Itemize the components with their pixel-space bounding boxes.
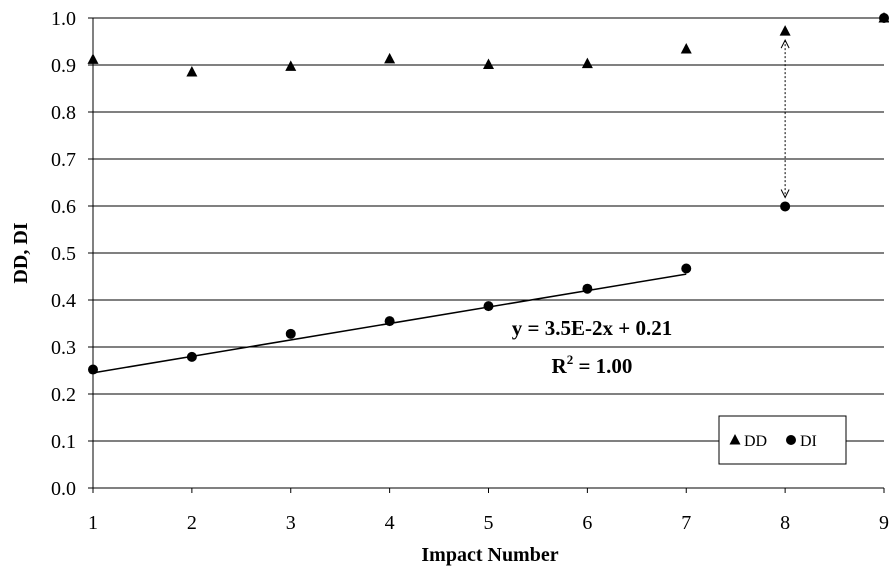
r2-superscript: 2 bbox=[567, 352, 574, 367]
trendline-equation: y = 3.5E-2x + 0.21 bbox=[512, 316, 672, 340]
y-tick-label: 0.7 bbox=[51, 149, 76, 171]
legend-marker-dd bbox=[729, 434, 741, 445]
di-point bbox=[780, 201, 791, 212]
dd-point bbox=[680, 43, 692, 54]
di-point bbox=[879, 13, 889, 23]
y-tick-labels: 0.0 0.1 0.2 0.3 0.4 0.5 0.6 0.7 0.8 0.9 1.0 bbox=[51, 8, 76, 500]
difference-arrow bbox=[780, 39, 790, 199]
y-tick-label: 0.3 bbox=[51, 337, 76, 359]
arrow-head-top bbox=[780, 39, 790, 49]
x-tick-label: 3 bbox=[286, 512, 296, 534]
y-tick-label: 0.0 bbox=[51, 478, 76, 500]
arrow-head-bottom bbox=[780, 189, 790, 199]
dd-point bbox=[87, 53, 99, 64]
legend-marker-di bbox=[786, 435, 796, 445]
x-tick-label: 8 bbox=[780, 512, 790, 534]
legend: DD DI bbox=[718, 415, 847, 465]
trendline-r-squared: R2 = 1.00 bbox=[552, 352, 633, 378]
di-point bbox=[384, 316, 395, 327]
dd-point bbox=[483, 58, 494, 70]
y-tick-label: 0.8 bbox=[51, 102, 76, 124]
legend-label-di: DI bbox=[800, 433, 817, 450]
y-tick-label: 0.4 bbox=[51, 290, 76, 312]
data-points bbox=[87, 12, 889, 375]
legend-label-dd: DD bbox=[744, 433, 767, 450]
x-tick-label: 1 bbox=[88, 512, 98, 534]
dd-point bbox=[779, 25, 791, 36]
legend-box bbox=[718, 415, 847, 465]
di-point bbox=[285, 328, 296, 339]
x-axis-title: Impact Number bbox=[421, 544, 558, 566]
x-tick-label: 4 bbox=[385, 512, 395, 534]
dd-point bbox=[384, 52, 396, 64]
y-tick-label: 0.6 bbox=[51, 196, 76, 218]
dd-point bbox=[581, 57, 593, 69]
y-tick-label: 0.9 bbox=[51, 55, 76, 77]
x-tick-label: 6 bbox=[582, 512, 592, 534]
y-tick-label: 0.1 bbox=[51, 431, 76, 453]
x-tick-label: 5 bbox=[484, 512, 494, 534]
di-point bbox=[681, 263, 692, 274]
r2-prefix: R bbox=[552, 354, 568, 378]
y-tick-label: 0.5 bbox=[51, 243, 76, 265]
y-tick-label: 1.0 bbox=[51, 8, 76, 30]
x-tick-labels: 1 2 3 4 5 6 7 8 9 bbox=[88, 512, 889, 534]
dd-point bbox=[285, 60, 297, 71]
x-tick-label: 2 bbox=[187, 512, 197, 534]
y-axis-title: DD, DI bbox=[10, 222, 32, 283]
di-point bbox=[582, 283, 593, 294]
di-point bbox=[88, 364, 98, 375]
di-point bbox=[483, 301, 494, 312]
y-tick-label: 0.2 bbox=[51, 384, 76, 406]
r2-suffix: = 1.00 bbox=[573, 354, 632, 378]
x-tick-label: 9 bbox=[879, 512, 889, 534]
dd-point bbox=[186, 66, 198, 77]
di-point bbox=[186, 351, 197, 362]
gridlines bbox=[93, 17, 884, 442]
axes bbox=[88, 17, 885, 493]
x-tick-label: 7 bbox=[681, 512, 691, 534]
